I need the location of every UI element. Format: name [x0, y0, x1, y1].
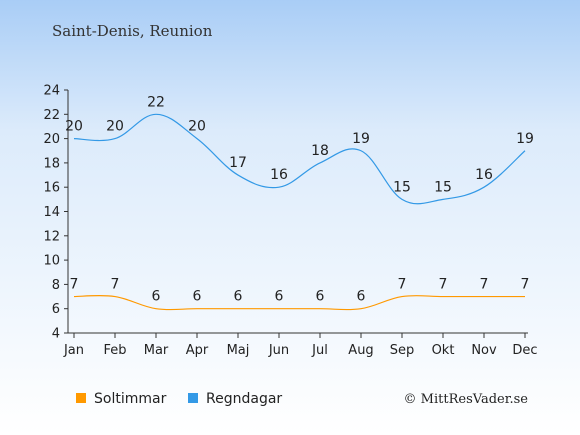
data-label-soltimmar: 7 [111, 277, 120, 293]
credit-text: © MittResVader.se [404, 392, 529, 407]
data-label-regndagar: 20 [188, 119, 206, 135]
y-tick-label: 18 [43, 156, 60, 171]
legend-label-regndagar: Regndagar [206, 391, 282, 407]
data-labels: 20 20 22 20 17 16 18 19 15 15 16 19 7 7 6 6 6 6 6 6 7 7 7 7 [65, 94, 534, 304]
data-label-soltimmar: 6 [357, 289, 366, 305]
data-label-soltimmar: 6 [275, 289, 284, 305]
x-tick-label: Nov [471, 343, 497, 358]
series-line-regndagar [73, 113, 526, 205]
data-label-soltimmar: 6 [193, 289, 202, 305]
x-tick-label: Dec [512, 343, 537, 358]
x-tick-label: Okt [432, 343, 455, 358]
series-line-soltimmar [73, 294, 525, 311]
data-label-regndagar: 20 [65, 119, 83, 135]
x-tick-label: Mar [144, 343, 169, 358]
y-tick-label: 12 [43, 229, 60, 244]
y-tick-label: 6 [52, 302, 60, 317]
x-tick-label: Apr [186, 343, 209, 358]
data-label-soltimmar: 6 [234, 289, 243, 305]
y-tick-label: 10 [43, 254, 60, 269]
data-label-soltimmar: 7 [480, 277, 489, 293]
data-label-regndagar: 22 [147, 94, 165, 110]
legend-swatch-regndagar [188, 393, 198, 403]
data-label-regndagar: 16 [270, 167, 288, 183]
legend: Soltimmar Regndagar [76, 391, 282, 407]
data-label-regndagar: 18 [311, 143, 329, 159]
x-tick-label: Jan [63, 343, 84, 358]
y-tick-label: 20 [43, 132, 60, 147]
x-tick-label: Sep [390, 343, 415, 358]
data-label-regndagar: 19 [516, 131, 534, 147]
data-label-regndagar: 16 [475, 167, 493, 183]
y-tick-label: 16 [43, 181, 60, 196]
x-tick-label: Jun [268, 343, 289, 358]
axes: 4 6 8 10 12 14 16 18 20 22 24 Jan Feb Mar Apr Maj Jun Jul… [43, 84, 537, 359]
data-label-soltimmar: 7 [70, 277, 79, 293]
y-tick-label: 14 [43, 205, 60, 220]
y-tick-label: 22 [43, 108, 60, 123]
x-tick-label: Maj [227, 343, 250, 358]
data-label-regndagar: 20 [106, 119, 124, 135]
data-label-soltimmar: 7 [521, 277, 530, 293]
data-label-regndagar: 19 [352, 131, 370, 147]
y-tick-label: 24 [43, 84, 60, 99]
x-tick-label: Aug [348, 343, 373, 358]
x-tick-label: Jul [311, 343, 328, 358]
data-label-regndagar: 15 [393, 179, 411, 195]
data-label-soltimmar: 7 [398, 277, 407, 293]
legend-label-soltimmar: Soltimmar [94, 391, 167, 407]
legend-swatch-soltimmar [76, 393, 86, 403]
data-label-soltimmar: 6 [152, 289, 161, 305]
series-lines [73, 113, 526, 311]
y-tick-label: 4 [52, 327, 60, 342]
data-label-regndagar: 15 [434, 179, 452, 195]
data-label-soltimmar: 6 [316, 289, 325, 305]
y-tick-label: 8 [52, 278, 60, 293]
data-label-regndagar: 17 [229, 155, 247, 171]
data-label-soltimmar: 7 [439, 277, 448, 293]
chart-title: Saint-Denis, Reunion [52, 22, 213, 40]
x-tick-label: Feb [103, 343, 126, 358]
